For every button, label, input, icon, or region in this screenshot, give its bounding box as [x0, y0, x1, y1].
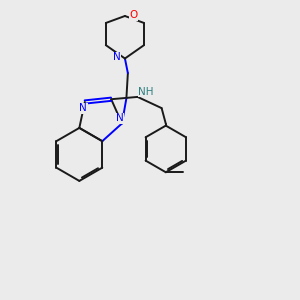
Text: NH: NH — [138, 87, 154, 97]
Text: O: O — [129, 11, 137, 20]
Text: N: N — [80, 103, 87, 113]
Text: N: N — [116, 113, 124, 123]
Text: N: N — [113, 52, 121, 62]
